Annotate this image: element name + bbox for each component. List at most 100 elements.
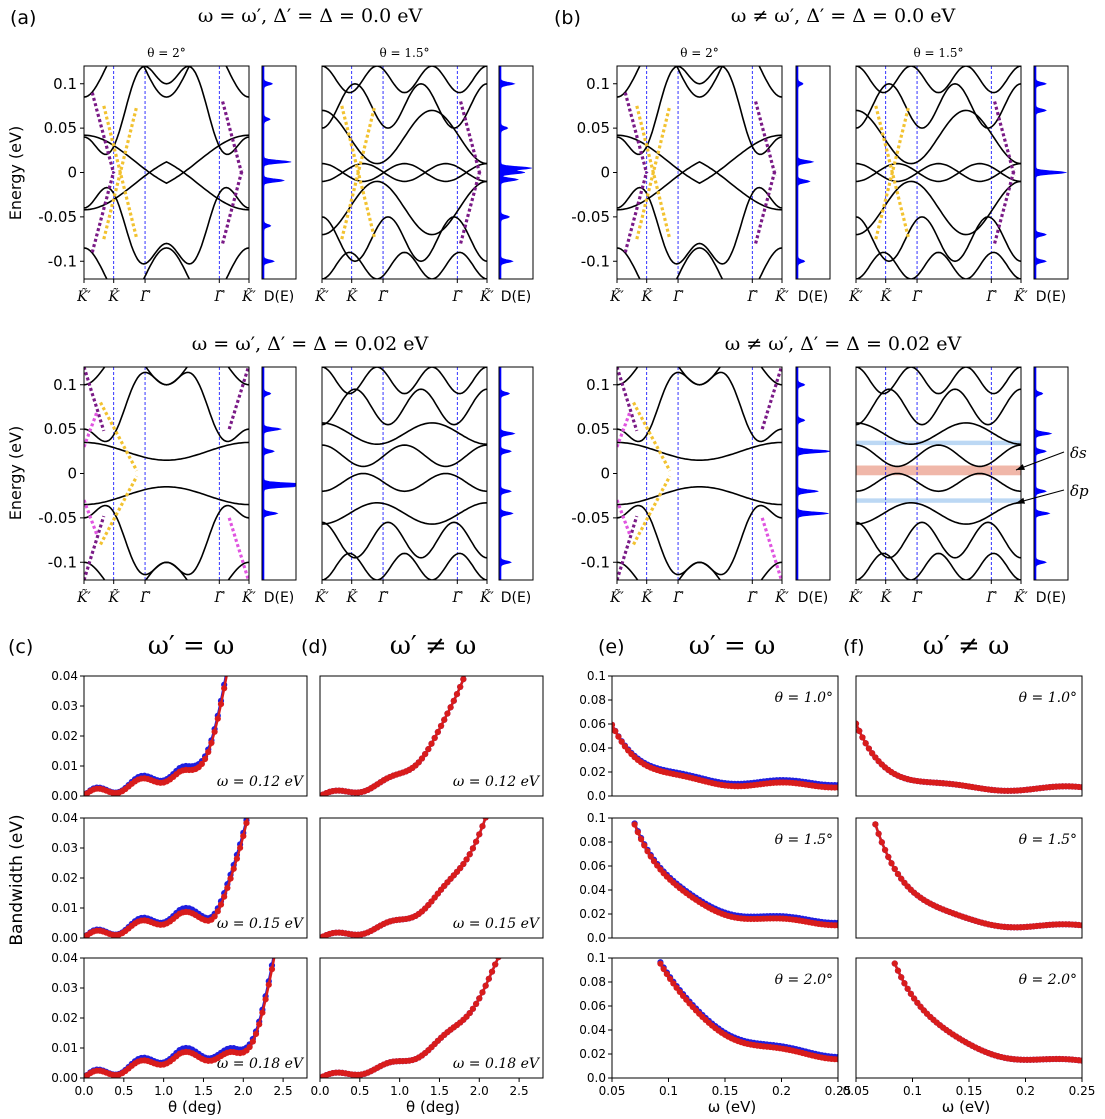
row-label: ω = 0.12 eV [453,774,541,790]
ytick-label: 0.02 [579,765,606,779]
title-c: ω′ = ω [148,631,235,661]
row-label: ω = 0.15 eV [217,916,305,932]
series-red-point [237,844,244,851]
series-red-point [469,845,477,852]
ytick-label: 0.0 [587,1071,606,1085]
series-red-point [230,865,237,872]
dos-panel: D(E) [795,366,831,606]
band-line [617,66,782,98]
series-blue-point [514,909,520,915]
ytick-label: -0.1 [581,553,610,571]
band-line [84,561,249,580]
ytick-label: 0.02 [51,1011,78,1025]
dos-xlabel: D(E) [798,590,829,606]
dos-frame [261,65,297,280]
xtick-label: 0.2 [1016,1084,1035,1098]
band-line [322,502,487,525]
series-red-point [422,751,429,758]
band-content [322,367,487,580]
series-red-point [650,858,658,865]
series-red-point [214,715,221,722]
xtick-label: 1.0 [390,1084,409,1098]
dos-fill [261,366,297,581]
series-red-point [252,1030,260,1038]
ytick-label: -0.05 [38,509,77,527]
kpath-label: Γ̃ [672,590,684,606]
row-label: ω = 0.12 eV [217,774,305,790]
title-e: ω′ = ω [689,631,776,661]
band-line [617,161,782,211]
series-red-point [647,853,654,860]
series-red-point [476,831,483,838]
title-a-top: ω = ω′, Δ′ = Δ = 0.0 eV [198,5,423,27]
band-line [856,82,1021,129]
series-red-point [885,853,892,861]
ytick-label: 0.06 [579,999,606,1013]
kpath-label: K̃ [345,588,358,606]
dos-xlabel: D(E) [264,289,295,305]
series-red-point [641,842,648,849]
xtick-label: 0.15 [712,1084,739,1098]
dos-xlabel: D(E) [1036,289,1067,305]
arrow-delta-p-head [1016,497,1025,504]
bw-content [320,818,489,938]
band-panel: θ = 1.5° K̃′ K̃ Γ̃ Γ̃ K̃′ [314,46,494,305]
series-red-point [634,829,641,836]
ytick-label: -0.05 [571,208,610,226]
xtick-label: 0.1 [903,1084,922,1098]
kpath-label: K̃′ [479,287,494,305]
bandwidth-panel: θ = 1.5° [855,817,1083,939]
kpath-label: K̃′ [479,588,494,606]
dirac-cone-line [754,101,777,177]
series-red-point [473,838,480,845]
row-label: θ = 2.0° [1019,972,1077,988]
series-red-point [431,734,438,742]
kpath-label: K̃′ [241,588,256,606]
series-red-point [466,851,473,858]
series-red-point [262,996,269,1003]
xtick-label: 0.25 [1069,1084,1096,1098]
series-red-point [201,755,209,763]
band-line [856,422,1021,445]
band-line [84,441,249,461]
band-line [856,388,1021,426]
ytick-label: 0.04 [579,1023,606,1037]
dos-fill [1033,65,1067,280]
row-label: ω = 0.18 eV [453,1056,541,1072]
series-red-point [865,745,873,752]
dirac-cone-line [632,475,672,546]
dirac-cone-line [617,367,639,432]
dirac-cone-line [459,101,482,177]
kpath-label: Γ̃ [746,590,758,606]
band-line [856,162,1021,183]
xtick-label: 0.05 [599,1084,626,1098]
row-label: θ = 1.5° [1019,832,1077,848]
band-line [84,186,249,265]
dirac-cone-line [227,367,249,430]
dos-panel: D(E) [1033,366,1069,606]
dirac-cone-line [221,101,244,177]
ytick-label: 0.1 [586,376,610,394]
gap-shade-0 [856,440,1021,446]
band-content [856,66,1021,279]
panel-label-d: (d) [301,636,328,658]
band-frame [321,366,488,581]
dirac-cone-line [221,168,244,244]
series-red-point [488,968,496,975]
series-red-point [441,716,448,723]
series-red-point [272,950,278,956]
kpath-label: K̃ [879,588,892,606]
series-red-point [425,746,432,753]
series-red-point [479,823,486,830]
band-content [84,66,249,279]
band-panel: -0.1 -0.05 0 0.05 0.1 θ = 2° K̃′ K̃ Γ̃ Γ̃ K̃′ [571,46,789,305]
series-red-point [637,836,645,843]
band-frame [855,366,1022,581]
ytick-label: 0.06 [579,859,606,873]
series-red-point [670,980,677,987]
title-a-bottom: ω = ω′, Δ′ = Δ = 0.02 eV [192,333,429,355]
series-red-point [457,683,464,691]
series-red-point [256,1021,263,1028]
series-red-point [476,624,482,630]
bandwidth-panel: 0.0 0.02 0.04 0.06 0.08 0.1 θ = 1.0° [579,669,839,803]
